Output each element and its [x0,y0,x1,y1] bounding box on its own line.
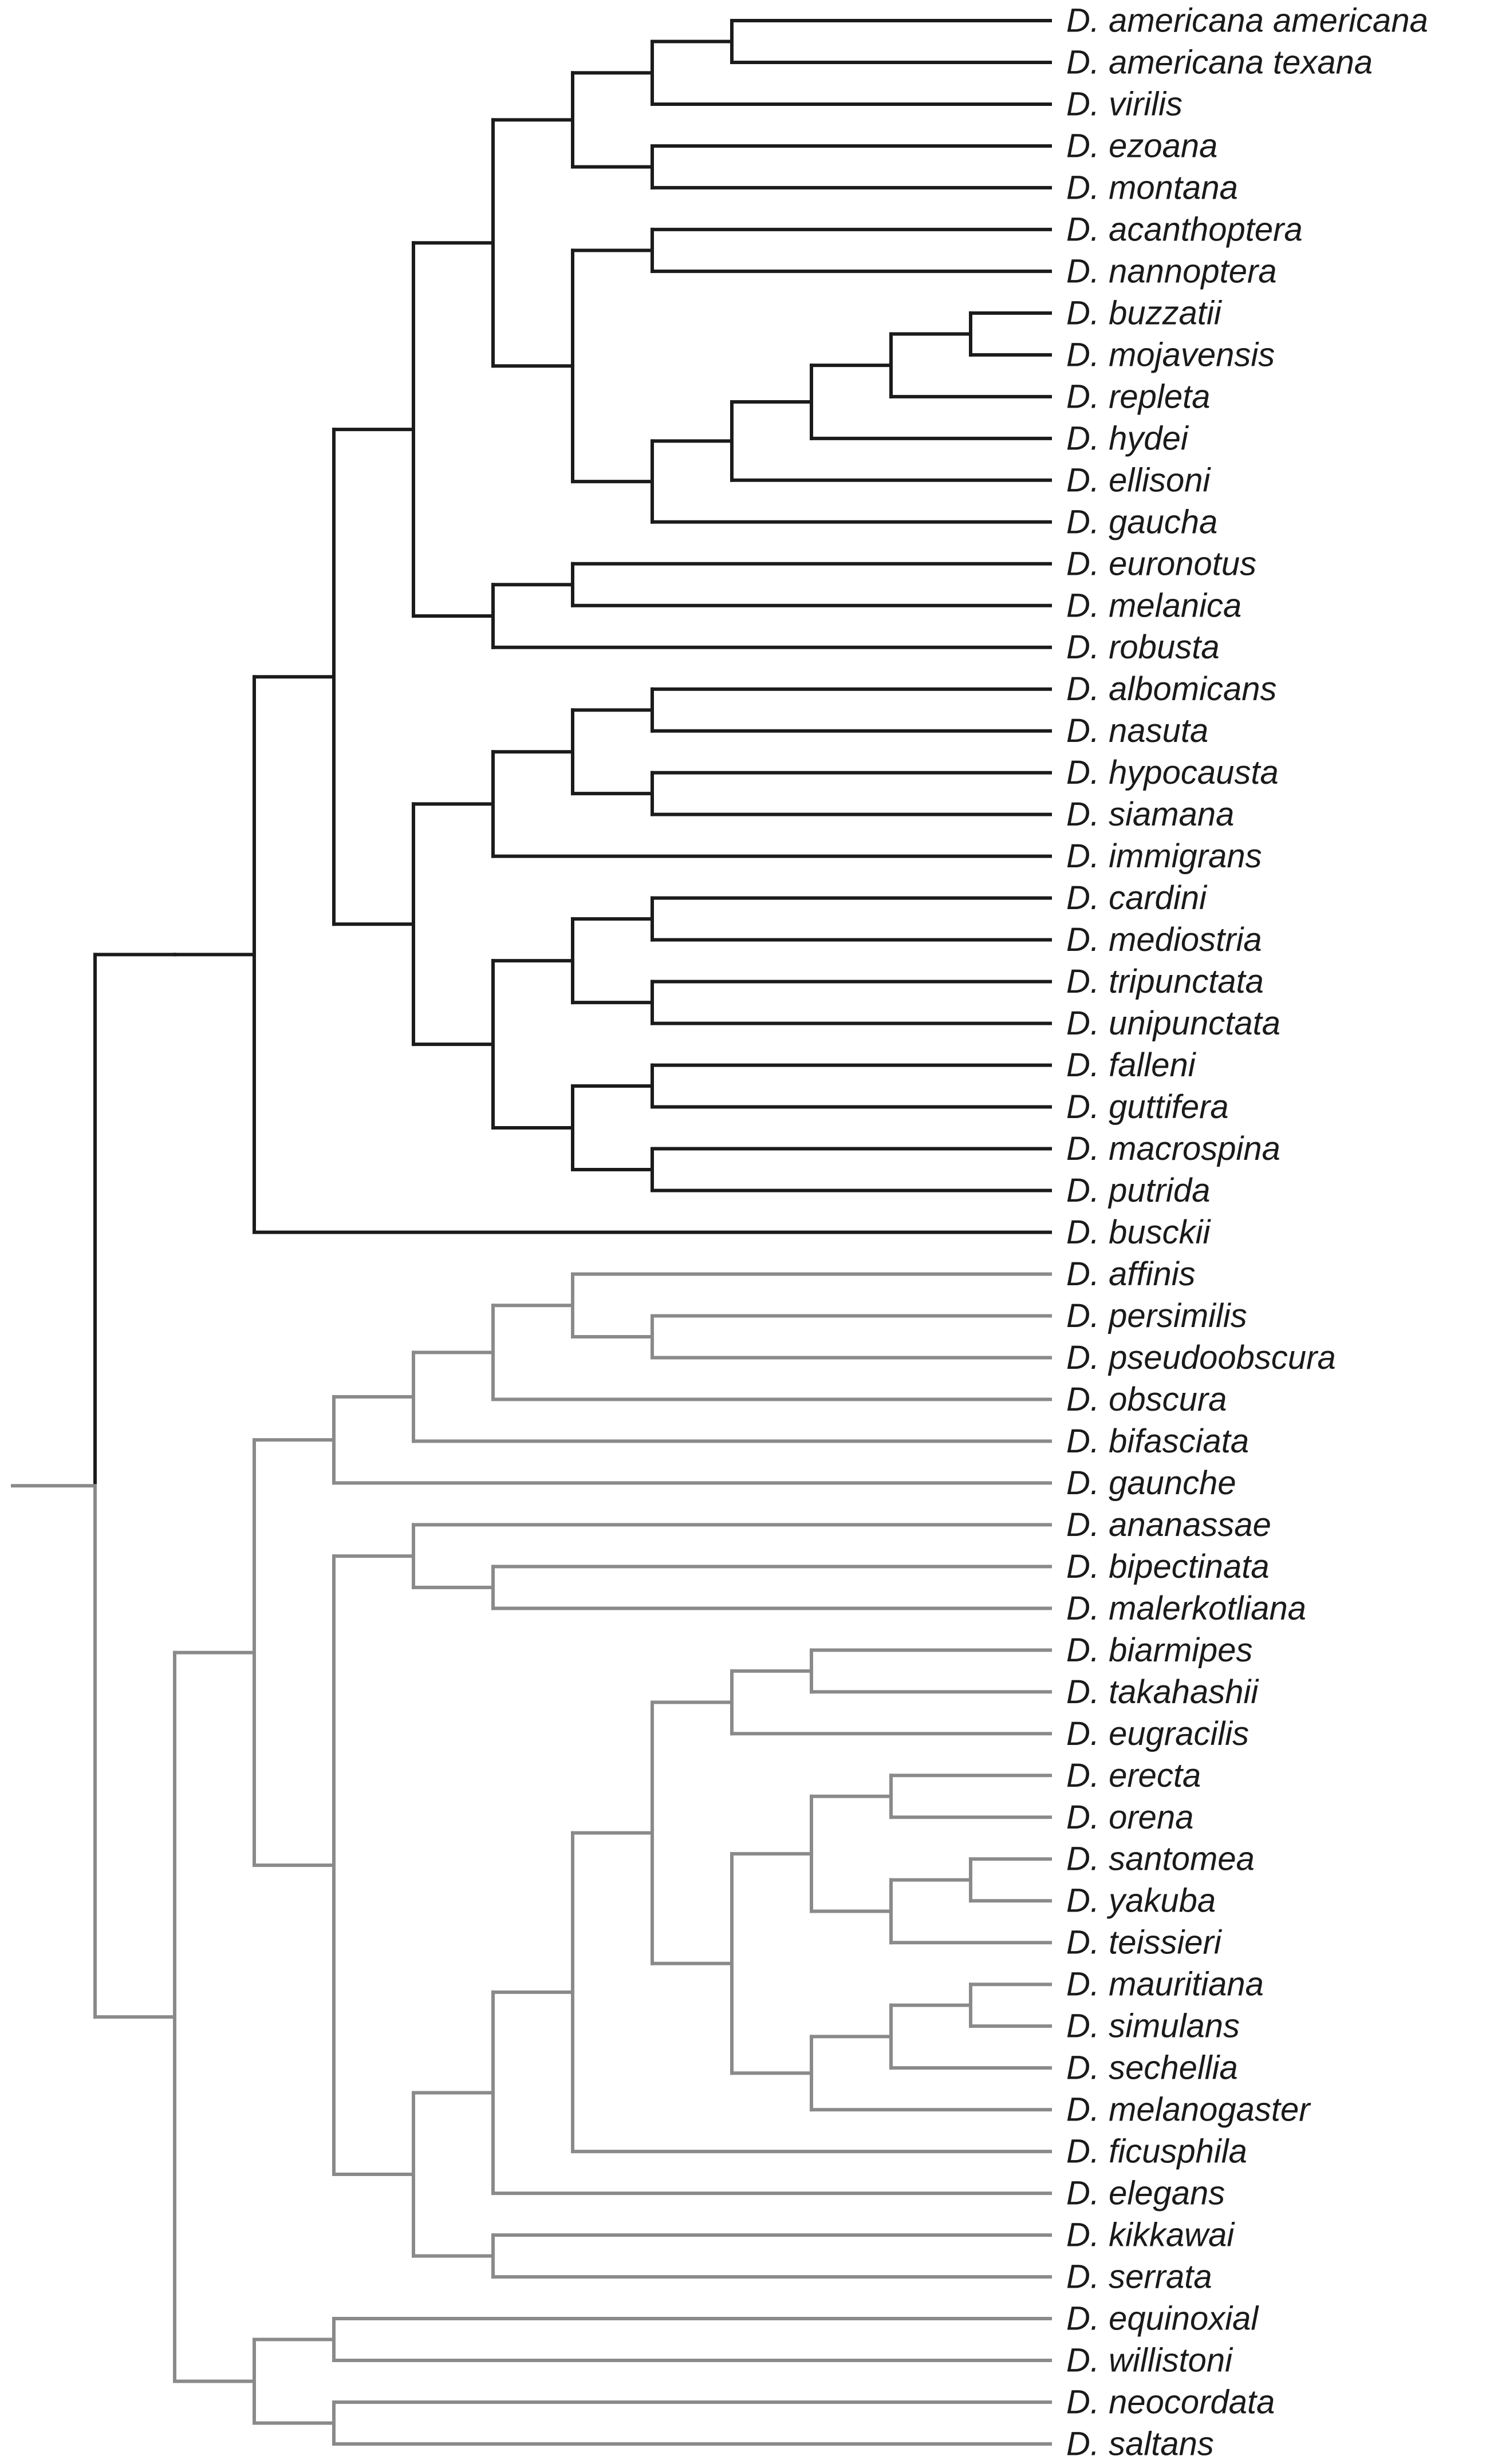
taxon-label: D. biarmipes [1066,1632,1253,1669]
taxon-label: D. americana texana [1066,44,1373,81]
taxon-label: D. equinoxial [1066,2300,1259,2337]
taxon-label: D. montana [1066,169,1238,206]
taxon-label: D. gaunche [1066,1464,1236,1502]
taxon-label: D. bipectinata [1066,1548,1270,1585]
taxon-label: D. robusta [1066,629,1220,666]
taxon-label: D. pseudoobscura [1066,1339,1336,1376]
taxon-label: D. serrata [1066,2258,1212,2296]
taxon-label: D. macrospina [1066,1130,1280,1167]
taxon-label: D. melanogaster [1066,2091,1311,2129]
taxon-label: D. yakuba [1066,1882,1216,1920]
taxon-labels: D. americana americana D. americana texan… [1066,2,1428,2463]
taxon-label: D. simulans [1066,2008,1240,2045]
taxon-label: D. ezoana [1066,127,1217,164]
taxon-label: D. obscura [1066,1381,1227,1418]
taxon-label: D. santomea [1066,1841,1255,1878]
taxon-label: D. neocordata [1066,2384,1275,2421]
taxon-label: D. takahashii [1066,1673,1259,1711]
taxon-label: D. unipunctata [1066,1005,1280,1042]
taxon-label: D. mauritiana [1066,1966,1264,2003]
taxon-label: D. acanthoptera [1066,211,1303,248]
taxon-label: D. ficusphila [1066,2133,1247,2170]
taxon-label: D. elegans [1066,2175,1225,2212]
taxon-label: D. siamana [1066,796,1234,833]
taxon-label: D. saltans [1066,2426,1214,2463]
taxon-label: D. bifasciata [1066,1423,1249,1460]
taxon-label: D. mediostria [1066,921,1262,958]
taxon-label: D. putrida [1066,1172,1210,1209]
taxon-label: D. teissieri [1066,1924,1223,1961]
taxon-label: D. mojavensis [1066,336,1275,373]
taxon-label: D. cardini [1066,879,1208,917]
taxon-label: D. tripunctata [1066,963,1264,1000]
taxon-label: D. falleni [1066,1047,1197,1084]
taxon-label: D. gaucha [1066,503,1217,540]
tree-branches [11,19,1052,2446]
taxon-label: D. hydei [1066,420,1189,457]
taxon-label: D. melanica [1066,587,1241,624]
taxon-label: D. sechellia [1066,2050,1238,2087]
taxon-label: D. hypocausta [1066,754,1279,791]
taxon-label: D. albomicans [1066,670,1276,708]
taxon-label: D. nannoptera [1066,252,1277,290]
taxon-label: D. erecta [1066,1757,1201,1794]
taxon-label: D. euronotus [1066,545,1256,582]
taxon-label: D. virilis [1066,85,1182,123]
taxon-label: D. orena [1066,1799,1193,1836]
taxon-label: D. eugracilis [1066,1715,1249,1752]
taxon-label: D. ananassae [1066,1506,1271,1543]
taxon-label: D. immigrans [1066,838,1262,875]
taxon-label: D. malerkotliana [1066,1590,1306,1627]
taxon-label: D. busckii [1066,1214,1212,1251]
taxon-label: D. buzzatii [1066,294,1223,331]
taxon-label: D. guttifera [1066,1088,1229,1126]
taxon-label: D. affinis [1066,1255,1196,1293]
taxon-label: D. kikkawai [1066,2217,1235,2254]
taxon-label: D. americana americana [1066,2,1428,40]
taxon-label: D. ellisoni [1066,461,1212,499]
taxon-label: D. repleta [1066,378,1210,415]
taxon-label: D. nasuta [1066,712,1208,749]
taxon-label: D. persimilis [1066,1297,1247,1334]
taxon-label: D. willistoni [1066,2342,1233,2379]
